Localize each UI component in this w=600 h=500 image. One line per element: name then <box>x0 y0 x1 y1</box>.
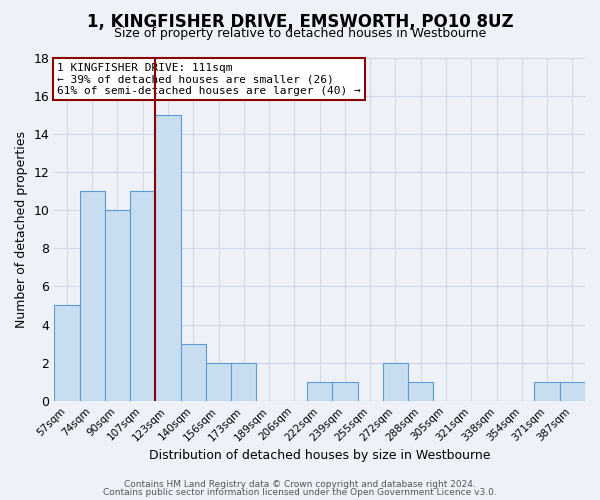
Bar <box>54 306 80 401</box>
Bar <box>307 382 332 401</box>
Text: Size of property relative to detached houses in Westbourne: Size of property relative to detached ho… <box>114 28 486 40</box>
X-axis label: Distribution of detached houses by size in Westbourne: Distribution of detached houses by size … <box>149 450 490 462</box>
Bar <box>408 382 433 401</box>
Text: 1 KINGFISHER DRIVE: 111sqm
← 39% of detached houses are smaller (26)
61% of semi: 1 KINGFISHER DRIVE: 111sqm ← 39% of deta… <box>57 62 361 96</box>
Text: 1, KINGFISHER DRIVE, EMSWORTH, PO10 8UZ: 1, KINGFISHER DRIVE, EMSWORTH, PO10 8UZ <box>86 12 514 30</box>
Bar <box>383 362 408 401</box>
Bar <box>535 382 560 401</box>
Bar <box>155 114 181 401</box>
Bar <box>560 382 585 401</box>
Text: Contains public sector information licensed under the Open Government Licence v3: Contains public sector information licen… <box>103 488 497 497</box>
Y-axis label: Number of detached properties: Number of detached properties <box>15 130 28 328</box>
Bar <box>80 191 105 401</box>
Bar <box>231 362 256 401</box>
Text: Contains HM Land Registry data © Crown copyright and database right 2024.: Contains HM Land Registry data © Crown c… <box>124 480 476 489</box>
Bar <box>181 344 206 401</box>
Bar <box>105 210 130 401</box>
Bar <box>206 362 231 401</box>
Bar <box>130 191 155 401</box>
Bar <box>332 382 358 401</box>
